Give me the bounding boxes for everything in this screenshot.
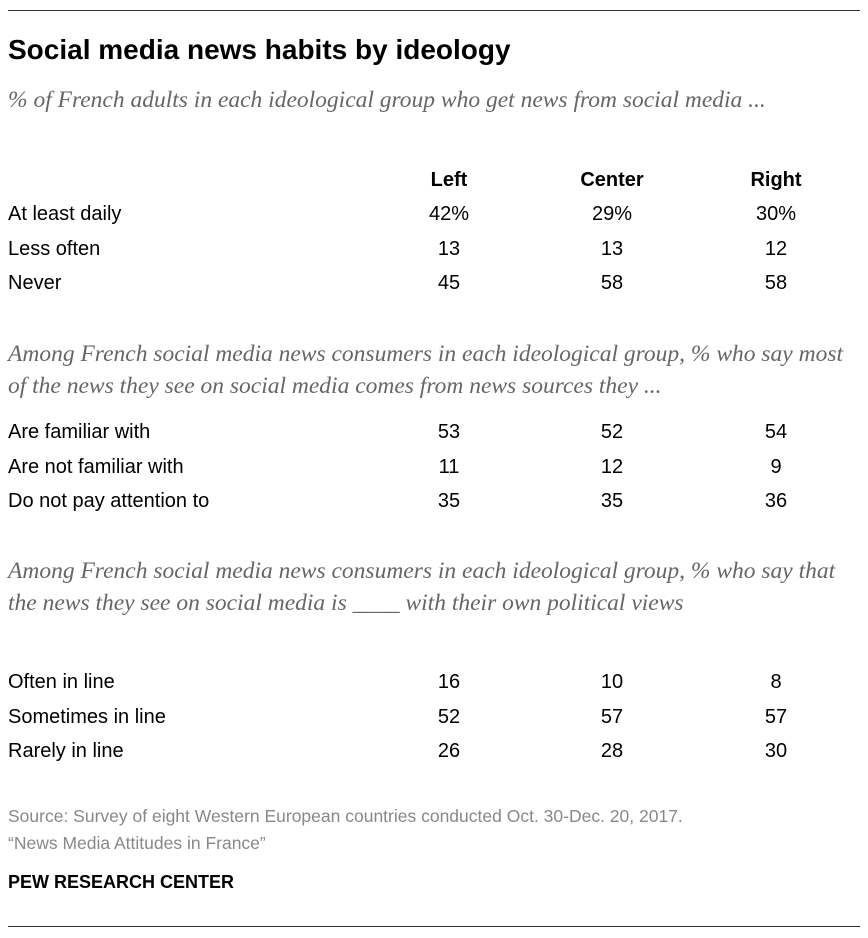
column-header: Left: [430, 169, 468, 191]
column-header: Right: [750, 169, 802, 191]
cell-value: 45: [437, 272, 461, 294]
report-title: “News Media Attitudes in France”: [8, 833, 266, 853]
cell-value: 12: [764, 237, 788, 260]
section-note: Among French social media news consumers…: [8, 341, 844, 399]
cell-value: 29%: [591, 203, 633, 225]
cell-value: 57: [764, 705, 788, 728]
cell-value: 10: [600, 671, 624, 693]
row-label: Are familiar with: [8, 421, 151, 443]
cell-value: 13: [437, 237, 461, 260]
row-label: Often in line: [8, 671, 115, 693]
row-label: Do not pay attention to: [8, 490, 210, 512]
cell-value: 57: [600, 705, 624, 728]
brand: PEW RESEARCH CENTER: [8, 872, 235, 892]
row-label: At least daily: [8, 203, 122, 225]
source: Source: Survey of eight Western European…: [8, 806, 683, 826]
bottom-rule: [8, 926, 860, 927]
cell-value: 13: [600, 237, 624, 260]
row-label: Are not familiar with: [8, 455, 184, 478]
cell-value: 16: [437, 671, 461, 693]
cell-value: 54: [764, 421, 788, 443]
column-header: Center: [580, 169, 644, 191]
cell-value: 28: [600, 740, 624, 762]
cell-value: 52: [437, 705, 461, 728]
cell-value: 26: [437, 740, 461, 762]
row-label: Sometimes in line: [8, 705, 166, 728]
cell-value: 30%: [755, 203, 797, 225]
title: Social media news habits by ideology: [8, 34, 511, 65]
cell-value: 9: [770, 455, 782, 478]
cell-value: 35: [437, 490, 461, 512]
cell-value: 58: [764, 272, 788, 294]
top-rule: [8, 10, 860, 11]
subtitle: % of French adults in each ideological g…: [8, 87, 766, 113]
cell-value: 42%: [428, 203, 470, 225]
cell-value: 52: [600, 421, 624, 443]
row-label: Less often: [8, 237, 101, 260]
cell-value: 36: [764, 490, 788, 512]
cell-value: 30: [764, 740, 788, 762]
cell-value: 35: [600, 490, 624, 512]
cell-value: 11: [438, 455, 460, 478]
cell-value: 58: [600, 272, 624, 294]
cell-value: 53: [437, 421, 461, 443]
section-note: Among French social media news consumers…: [8, 558, 836, 616]
cell-value: 8: [770, 671, 782, 693]
row-label: Never: [8, 272, 62, 294]
cell-value: 12: [600, 455, 624, 478]
row-label: Rarely in line: [8, 740, 124, 762]
